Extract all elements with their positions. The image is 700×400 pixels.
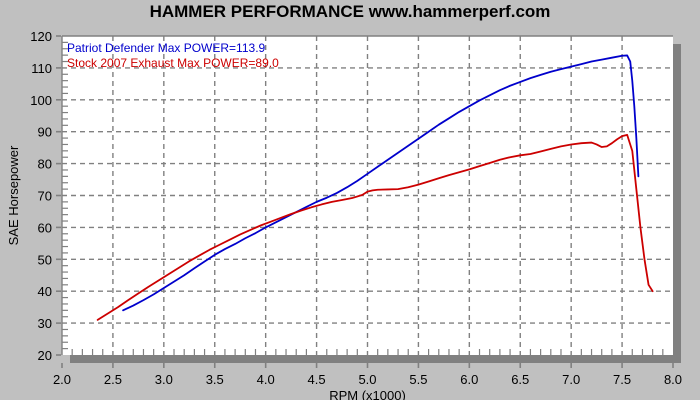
x-axis-tick-label: 7.5 [613, 372, 631, 387]
x-axis-tick-label: 3.5 [206, 372, 224, 387]
y-axis-tick-label: 30 [38, 316, 52, 331]
x-axis-tick-label: 5.0 [358, 372, 376, 387]
x-axis-tick-label: 5.5 [409, 372, 427, 387]
x-axis-tick-label: 4.5 [308, 372, 326, 387]
x-axis-title: RPM (x1000) [329, 388, 406, 400]
series-line-stock-2007-exhaust [96, 133, 654, 321]
y-axis-tick-label: 90 [38, 125, 52, 140]
x-axis-tick-label: 7.0 [562, 372, 580, 387]
plot-right-shadow [673, 44, 681, 363]
y-axis-tick-label: 50 [38, 252, 52, 267]
x-axis-tick-label: 4.0 [257, 372, 275, 387]
y-axis-tick-label: 80 [38, 157, 52, 172]
plot-bottom-shadow [70, 355, 681, 363]
x-axis-tick-label: 6.5 [511, 372, 529, 387]
major-ticks-x [61, 363, 674, 368]
x-axis-tick-label: 8.0 [664, 372, 682, 387]
page-title: HAMMER PERFORMANCE www.hammerperf.com [149, 2, 551, 21]
minor-ticks [62, 41, 664, 355]
series-line-patriot-defender [122, 54, 640, 312]
y-axis-tick-label: 60 [38, 220, 52, 235]
y-axis-tick-label: 70 [38, 189, 52, 204]
x-axis-tick-label: 3.0 [155, 372, 173, 387]
y-axis-tick-label: 120 [30, 29, 52, 44]
x-axis-tick-label: 6.0 [460, 372, 478, 387]
legend-label-1: Stock 2007 Exhaust Max POWER=89.0 [67, 56, 279, 70]
y-axis-tick-label: 110 [31, 61, 52, 76]
legend-label-0: Patriot Defender Max POWER=113.9 [67, 41, 266, 55]
y-axis-tick-label: 40 [38, 284, 52, 299]
y-axis-title: SAE Horsepower [6, 145, 21, 245]
y-axis-tick-label: 20 [38, 348, 52, 363]
y-axis-tick-label: 100 [30, 93, 52, 108]
major-ticks-y [56, 35, 61, 356]
x-axis-tick-label: 2.5 [104, 372, 122, 387]
gridlines [62, 36, 673, 355]
x-axis-tick-label: 2.0 [53, 372, 71, 387]
